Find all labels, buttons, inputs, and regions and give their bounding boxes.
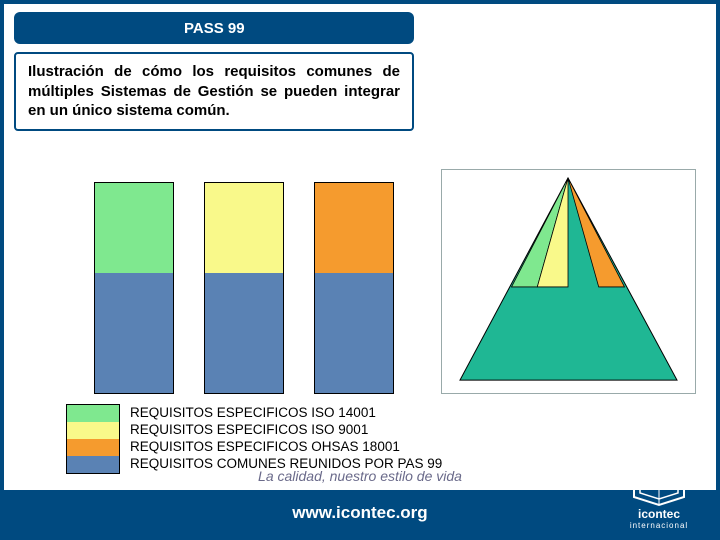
- title-bar: PASS 99: [14, 12, 414, 44]
- description-text: Ilustración de cómo los requisitos comun…: [28, 62, 400, 121]
- legend: REQUISITOS ESPECIFICOS ISO 14001REQUISIT…: [66, 404, 442, 474]
- legend-swatch-ohsas18001: [67, 439, 119, 456]
- slide-title: PASS 99: [184, 20, 245, 37]
- footer-logo: icontec internacional: [614, 458, 704, 530]
- logo-brand: icontec: [638, 507, 680, 521]
- logo-brand-sub: internacional: [630, 521, 688, 530]
- pyramid-diagram: [441, 169, 696, 394]
- stacked-bars: [94, 179, 394, 394]
- bar-segment-iso9001: [205, 183, 283, 273]
- legend-label: REQUISITOS ESPECIFICOS OHSAS 18001: [130, 438, 442, 455]
- legend-swatches: [66, 404, 120, 474]
- footer-bar: www.icontec.org icontec internacional: [4, 490, 716, 536]
- bar-column: [204, 182, 284, 394]
- legend-label: REQUISITOS ESPECIFICOS ISO 14001: [130, 404, 442, 421]
- bar-segment-pas99: [205, 273, 283, 393]
- bar-segment-iso14001: [95, 183, 173, 273]
- legend-swatch-iso9001: [67, 422, 119, 439]
- bar-column: [314, 182, 394, 394]
- footer-url: www.icontec.org: [292, 503, 427, 523]
- legend-swatch-iso14001: [67, 405, 119, 422]
- bar-segment-ohsas18001: [315, 183, 393, 273]
- tagline-text: La calidad, nuestro estilo de vida: [4, 468, 716, 484]
- bar-column: [94, 182, 174, 394]
- description-box: Ilustración de cómo los requisitos comun…: [14, 52, 414, 131]
- legend-label: REQUISITOS ESPECIFICOS ISO 9001: [130, 421, 442, 438]
- legend-labels: REQUISITOS ESPECIFICOS ISO 14001REQUISIT…: [130, 404, 442, 472]
- pyramid-svg: [442, 170, 695, 393]
- bar-segment-pas99: [95, 273, 173, 393]
- slide-frame: PASS 99 Ilustración de cómo los requisit…: [0, 0, 720, 540]
- logo-icon: [630, 459, 688, 507]
- bar-segment-pas99: [315, 273, 393, 393]
